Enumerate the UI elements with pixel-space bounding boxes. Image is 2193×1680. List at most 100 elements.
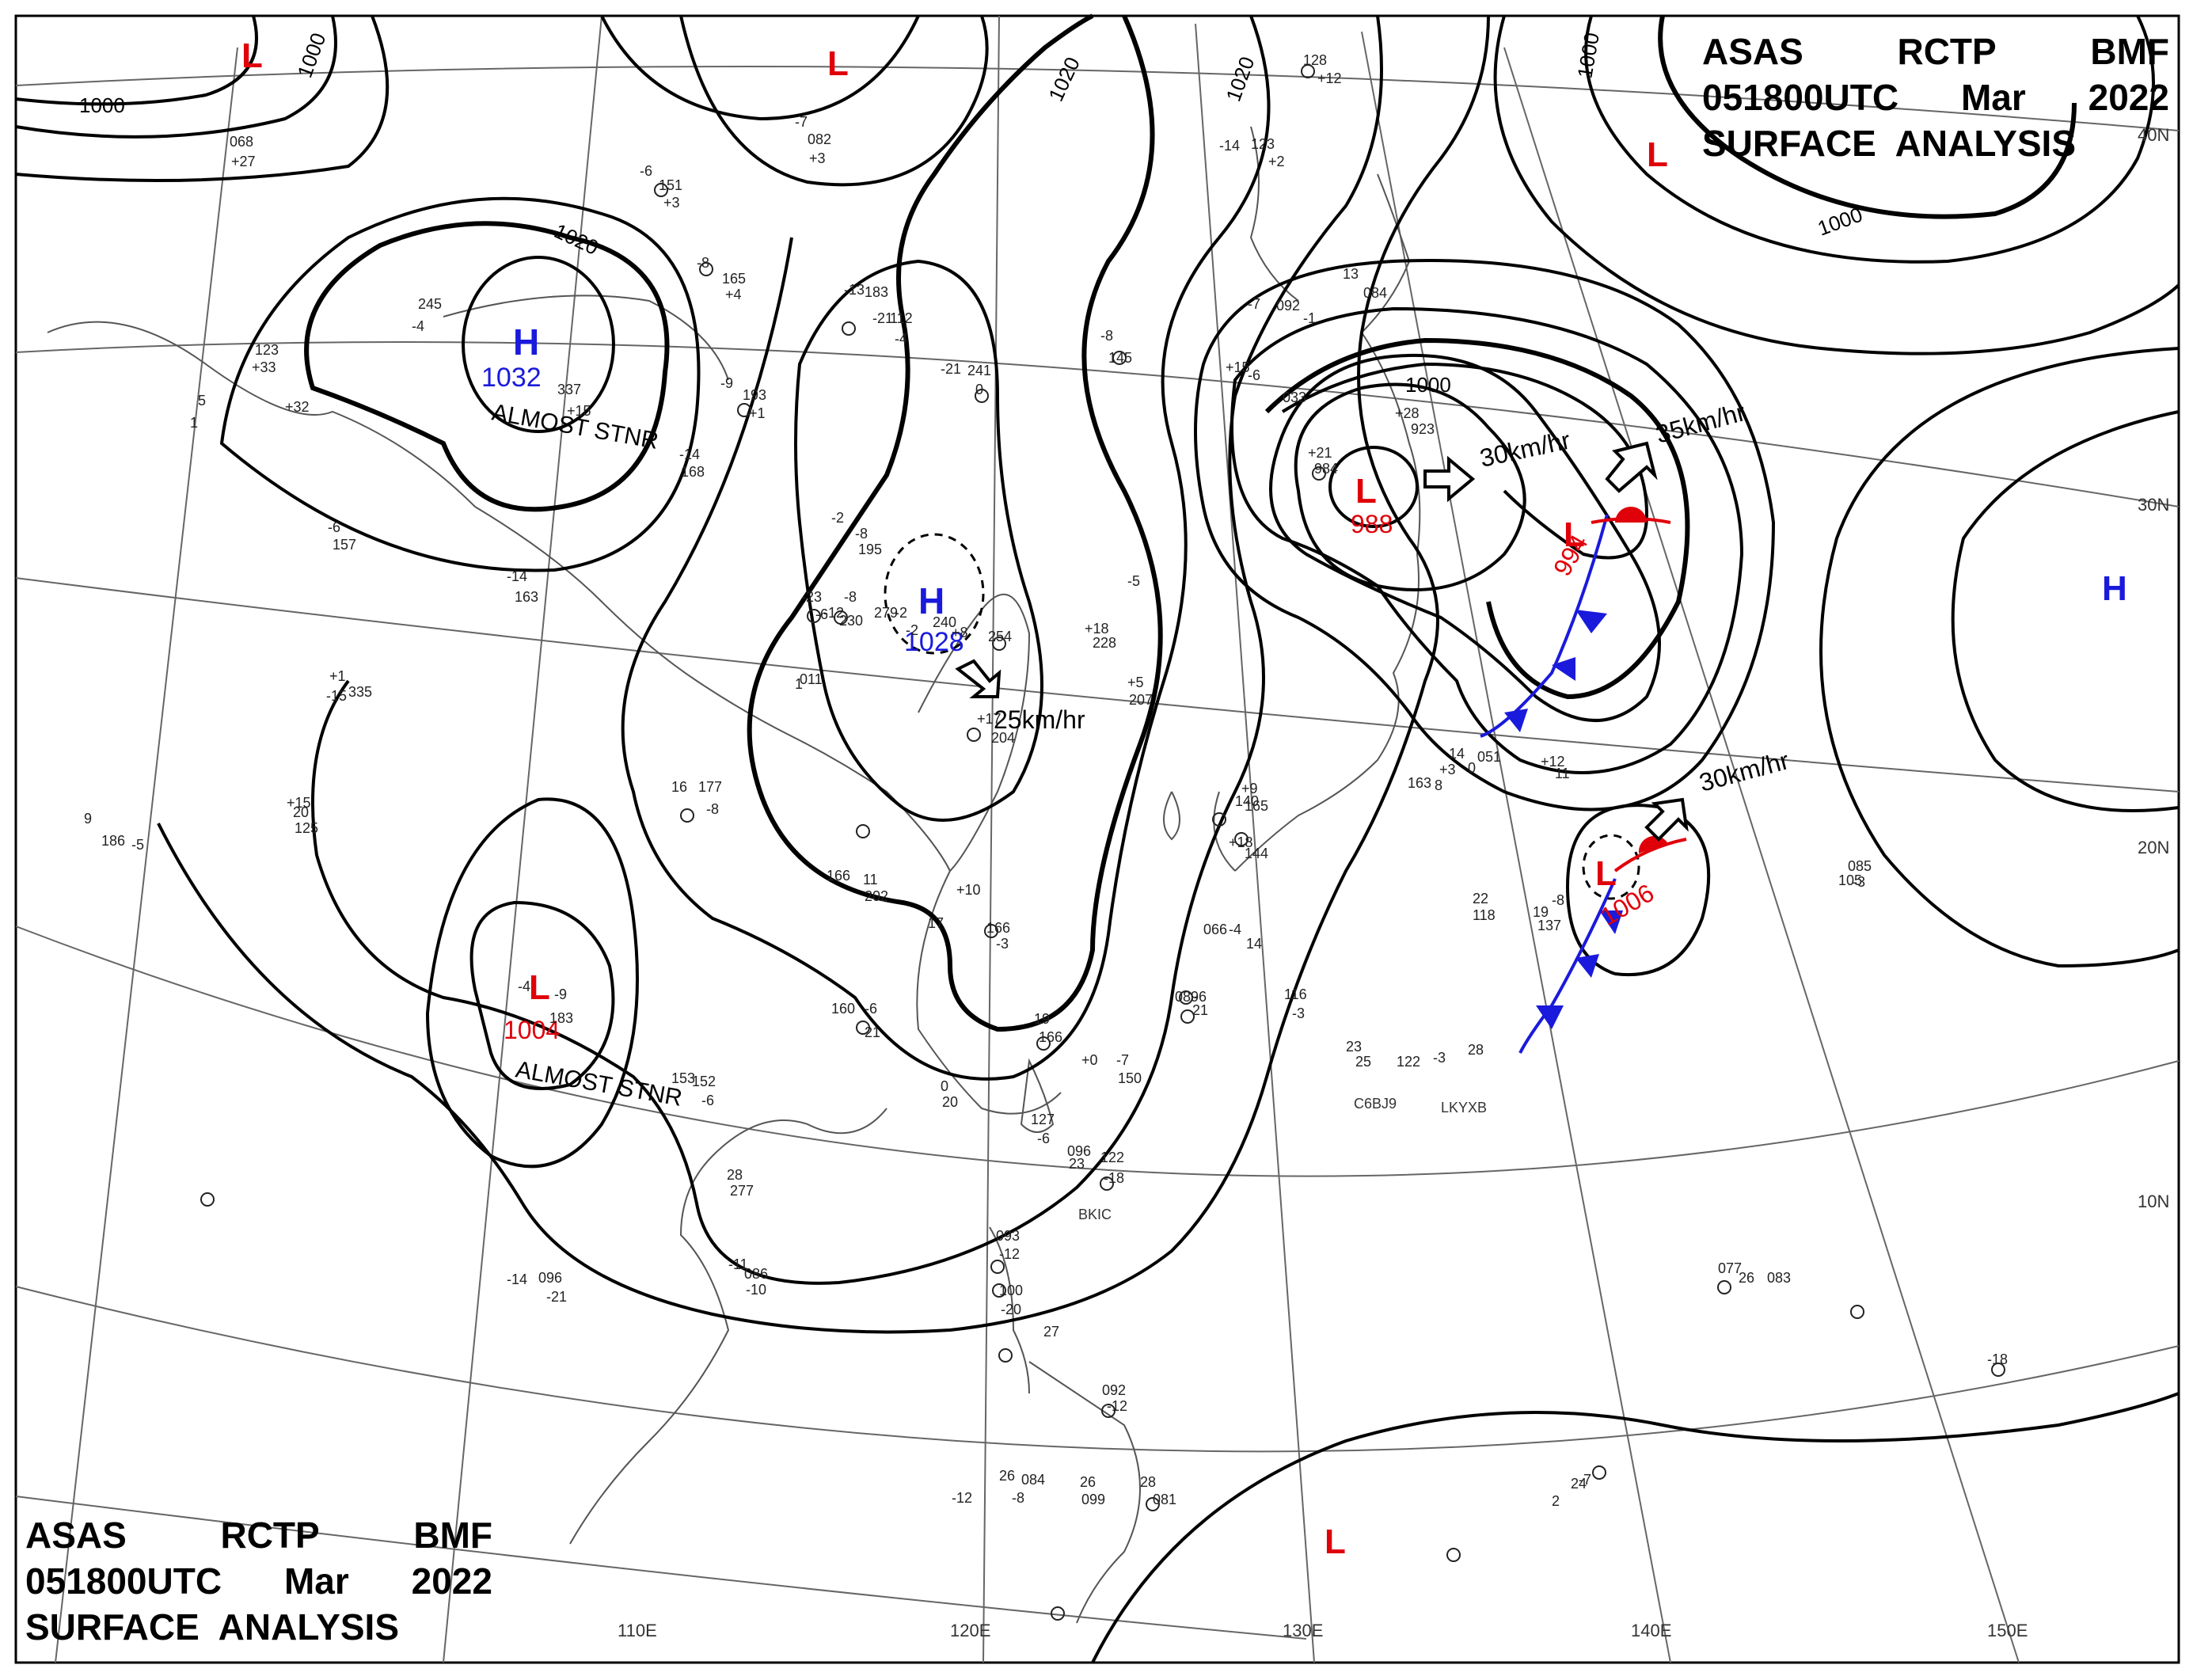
- station-value: -18: [1987, 1351, 2008, 1367]
- station-circle: [856, 1021, 870, 1035]
- station-value: 144: [1245, 846, 1268, 861]
- station-circle: [984, 924, 998, 938]
- station-value: 125: [295, 820, 318, 836]
- station-circle: [992, 1283, 1006, 1298]
- station-value: -3: [996, 936, 1009, 952]
- station-value: -4: [412, 318, 424, 334]
- station-value: -7: [795, 114, 808, 130]
- station-value: +3: [663, 195, 680, 211]
- cold-front-north: [1480, 514, 1609, 738]
- station-value: +12: [1317, 70, 1342, 86]
- station-value: 337: [557, 382, 581, 397]
- station-value: -7: [1579, 1472, 1591, 1488]
- station-value: -15: [326, 688, 347, 704]
- station-circle: [990, 1260, 1005, 1274]
- station-value: -10: [746, 1282, 766, 1298]
- station-value: +10: [956, 882, 981, 898]
- isobars: [15, 13, 2180, 1663]
- station-circle: [807, 609, 821, 623]
- low-symbol: L: [1647, 135, 1668, 174]
- title-line-1: ASAS RCTP BMF: [1702, 29, 2169, 74]
- station-value: 084: [1021, 1472, 1045, 1488]
- station-value: 19: [1533, 904, 1549, 920]
- station-value: -5: [1127, 573, 1140, 589]
- station-value: +33: [252, 359, 276, 375]
- lat-label: 30N: [2138, 495, 2169, 515]
- station-value: 140: [1235, 793, 1259, 809]
- title-block-bottom: ASAS RCTP BMF 051800UTC Mar 2022 SURFACE…: [25, 1512, 492, 1650]
- station-circle: [992, 637, 1006, 651]
- station-value: 26: [999, 1468, 1015, 1484]
- station-value: 0: [1468, 760, 1476, 776]
- station-value: 26: [1080, 1474, 1096, 1490]
- station-value: -12: [823, 605, 844, 621]
- title-month: Mar: [1960, 77, 2026, 118]
- cold-front-triangle: [1536, 1005, 1564, 1029]
- station-value: -18: [1104, 1170, 1124, 1186]
- station-value: -6: [815, 606, 828, 622]
- station-value: 100: [999, 1283, 1023, 1298]
- station-circle: [998, 1348, 1013, 1363]
- isobar-label: 1020: [1043, 53, 1085, 105]
- station-value: 21: [1192, 1002, 1208, 1018]
- station-circle: [737, 403, 751, 417]
- station-value: 157: [333, 537, 356, 553]
- station-value: +32: [285, 399, 310, 415]
- station-value: 122: [1397, 1054, 1420, 1070]
- station-value: 279: [874, 605, 898, 621]
- station-value: 083: [1767, 1270, 1791, 1286]
- axis-labels: 110E 120E 130E 140E 150E 40N 30N 20N 10N: [618, 125, 2169, 1640]
- station-value: -8: [706, 801, 719, 817]
- warm-front-semicircle: [1615, 507, 1647, 523]
- station-value: 123: [255, 342, 279, 358]
- station-value: -6: [1248, 367, 1260, 383]
- almost-stnr-label: ALMOST STNR: [514, 1056, 684, 1111]
- station-value: 28: [727, 1167, 743, 1183]
- station-value: 137: [1537, 918, 1561, 933]
- station-value: -2: [895, 605, 907, 621]
- station-value: 25: [1355, 1054, 1371, 1070]
- station-value: 14: [1449, 746, 1465, 762]
- station-value: +4: [725, 287, 742, 302]
- station-circle: [1036, 1036, 1051, 1051]
- low-symbol: L: [1595, 854, 1617, 893]
- low-symbol: L: [1564, 515, 1585, 554]
- arrow-icon: [1644, 797, 1689, 842]
- title-line-2: 051800UTC Mar 2022: [1702, 74, 2169, 120]
- warm-front-south: [1613, 838, 1687, 872]
- station-value: 241: [967, 363, 991, 378]
- station-circle: [1212, 812, 1226, 827]
- station-value: -13: [844, 282, 865, 298]
- station-value: 168: [681, 464, 705, 480]
- title-time: 051800UTC: [25, 1560, 222, 1602]
- station-value: +12: [1541, 754, 1565, 770]
- station-value: 277: [730, 1183, 754, 1199]
- station-value: 202: [865, 888, 888, 904]
- title-product: ASAS: [1702, 31, 1803, 72]
- title-time: 051800UTC: [1702, 77, 1899, 118]
- station-value: 26: [1739, 1270, 1754, 1286]
- station-value: -6: [865, 1001, 877, 1017]
- station-value: -4: [895, 331, 907, 347]
- station-circle: [1100, 1176, 1114, 1191]
- station-value: -9: [554, 986, 567, 1002]
- station-value: 20: [942, 1094, 958, 1110]
- station-value: -21: [941, 361, 961, 377]
- station-value: 177: [698, 779, 722, 795]
- station-value: -20: [1001, 1302, 1021, 1317]
- ship-id: BKIC: [1078, 1207, 1112, 1222]
- station-circle: [834, 610, 848, 625]
- station-value: 011: [800, 671, 823, 687]
- station-value: 186: [101, 833, 125, 849]
- station-value: 11: [1555, 766, 1570, 781]
- station-value: -6: [1037, 1131, 1050, 1146]
- station-value: -6: [328, 519, 340, 535]
- coastlines: [47, 126, 1421, 1624]
- station-value: 118: [1473, 907, 1496, 923]
- station-value: 1: [795, 676, 803, 692]
- station-value: -2: [831, 510, 844, 526]
- station-circle: [1592, 1465, 1606, 1480]
- high-symbol: H: [2102, 569, 2127, 608]
- station-value: 166: [1039, 1029, 1062, 1045]
